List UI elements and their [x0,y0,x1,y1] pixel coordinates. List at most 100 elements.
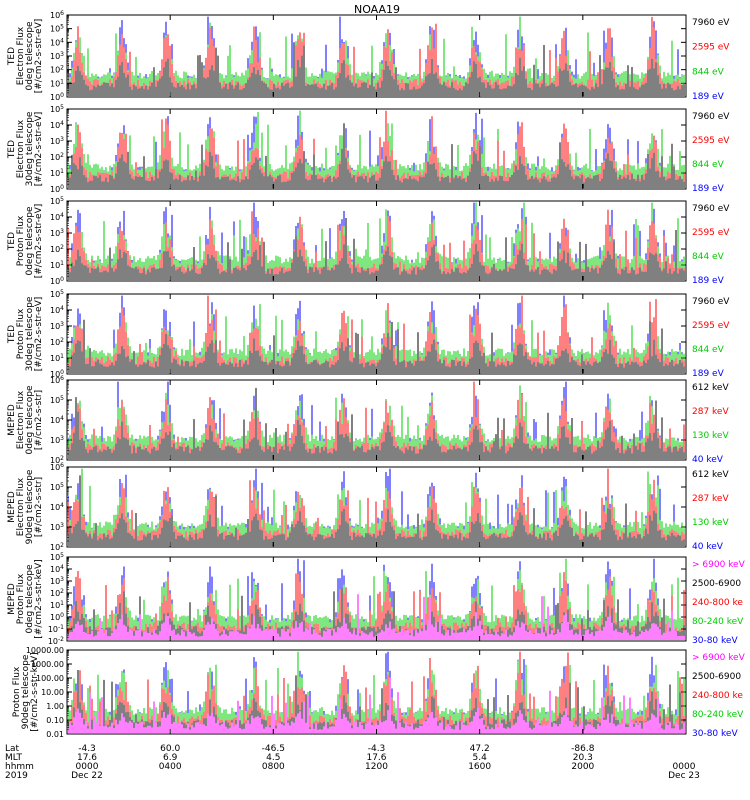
y-tick-label: 10-2 [48,636,64,646]
legend-entry: 240-800 ke [692,598,743,608]
y-tick-label: 104 [50,305,64,315]
y-tick-label: 102 [50,542,64,552]
legend-entry: 80-240 keV [692,617,744,627]
y-tick-label: 101 [50,168,64,178]
y-axis-label-line: MEPED [7,583,17,615]
legend-entry: 844 eV [692,252,725,262]
y-axis-label-line: [#/cm2-s-str-eV] [34,204,44,279]
y-tick-label: 100 [50,92,64,102]
panel-2: 100 101 102 103 104 105 TED Electron Flux 30deg … [7,104,730,194]
y-tick-label: 102 [50,455,64,465]
legend-entry: 2595 eV [692,43,730,53]
y-axis-label-line: [#/cm2-s-str-eV] [34,19,44,94]
y-tick-label: 102 [50,152,64,162]
x-tick-label: -86.8 [571,744,595,754]
legend-entry: 844 eV [692,160,725,170]
y-axis-label: Proton Flux 90deg telescope [#/cm2-s-str-k… [12,652,40,731]
y-axis-label: TED Proton Flux 30deg telescope [#/cm2-s-st… [7,296,44,371]
legend-entry: 189 eV [692,184,725,194]
y-axis-label: MEPED Electron Flux 0deg telescope [#/cm2-s… [7,385,44,455]
legend-entry: 7960 eV [692,297,730,307]
x-tick-label: -46.5 [262,744,285,754]
legend-entry: 612 keV [692,470,729,480]
y-axis-label: TED Electron Flux 30deg telescope [#/cm2-s-… [7,111,44,186]
y-tick-label: 100 [50,612,64,622]
series-traces [68,468,685,546]
y-tick-label: 1.00 [46,702,64,711]
y-axis-label-line: TED [7,325,17,344]
x-tick-label: 0400 [159,762,182,772]
y-axis-label-line: Electron Flux [16,119,26,178]
y-tick-label: 10000.00 [26,646,64,655]
y-axis-label-line: MEPED [7,404,17,436]
legend-entry: 2595 eV [692,228,730,238]
y-axis-label-line: Electron Flux [16,26,26,85]
series-trace [68,387,685,459]
y-axis-label-line: Proton Flux [16,308,26,359]
x-tick-label: Dec 23 [668,771,700,781]
y-axis-label-line: 0deg telescope [25,21,35,91]
legend-entry: 7960 eV [692,204,730,214]
y-axis-label-line: TED [7,140,17,159]
y-tick-label: 103 [50,435,64,445]
x-row-label: MLT [5,753,23,763]
y-axis-label-line: 0deg telescope [25,564,35,634]
y-tick-label: 104 [50,120,64,130]
y-tick-label: 102 [50,337,64,347]
series-traces [68,202,685,280]
x-tick-label: 0000 [76,762,99,772]
legend-entry: 189 eV [692,92,725,102]
x-tick-label: 5.4 [473,753,488,763]
x-tick-label: 60.0 [160,744,180,754]
x-tick-label: 0000 [673,762,696,772]
series-trace [68,218,685,280]
legend-entry: 189 eV [692,369,725,379]
y-tick-label: 0.01 [46,730,64,739]
chart-title: NOAA19 [354,3,400,16]
legend-entry: 130 keV [692,431,729,441]
legend-entry: 80-240 keV [692,710,744,720]
y-tick-label: 103 [50,228,64,238]
y-tick-label: 103 [50,136,64,146]
x-tick-label: 20.3 [573,753,593,763]
legend-entry: 844 eV [692,67,725,77]
x-tick-label: 6.9 [163,753,178,763]
y-tick-label: 103 [50,51,64,61]
series-traces [68,16,685,96]
x-tick-label: 2000 [571,762,594,772]
y-axis-label-line: [#/cm2-s-str] [34,390,44,450]
y-tick-label: 10-1 [48,624,64,634]
y-axis-label-line: 0deg telescope [25,385,35,455]
y-axis-label-line: TED [7,232,17,251]
panel-5: 102 103 104 105 106 MEPED Electron Flux 0deg te… [7,375,729,465]
x-tick-label: 1200 [365,762,388,772]
y-tick-label: 10.00 [41,688,64,697]
y-tick-label: 0.10 [46,716,64,725]
panel-7: 10-2 10-1 100 101 102 103 104 105 MEPED Proton Fl… [7,552,746,646]
series-trace [68,594,685,640]
legend-entry: 612 keV [692,383,729,393]
legend-entry: 189 eV [692,276,725,286]
y-axis-label-line: 0deg telescope [25,206,35,276]
y-axis-label-line: Electron Flux [16,477,26,536]
y-tick-label: 105 [50,104,64,114]
y-axis-label: MEPED Electron Flux 90deg telescope [#/cm2-… [7,469,44,544]
legend-entry: 30-80 keV [692,636,738,646]
y-tick-label: 105 [50,289,64,299]
y-axis-label-line: [#/cm2-s-str-keV] [30,652,40,731]
y-axis-label-line: 90deg telescope [21,654,31,729]
y-tick-label: 104 [50,212,64,222]
y-tick-label: 106 [50,10,64,20]
series-traces [68,558,685,640]
legend-entry: 240-800 ke [692,691,743,701]
panel-8: 0.010.101.0010.00100.001000.0010000.00Pr… [12,646,746,739]
legend-entry: 30-80 keV [692,729,738,739]
y-tick-label: 101 [50,600,64,610]
x-row-label: Lat [5,744,20,754]
legend-entry: 7960 eV [692,112,730,122]
y-axis-label: MEPED Proton Flux 0deg telescope [#/cm2-s-s… [7,559,44,638]
y-tick-label: 106 [50,462,64,472]
series-trace [68,677,685,733]
series-trace [68,475,685,546]
